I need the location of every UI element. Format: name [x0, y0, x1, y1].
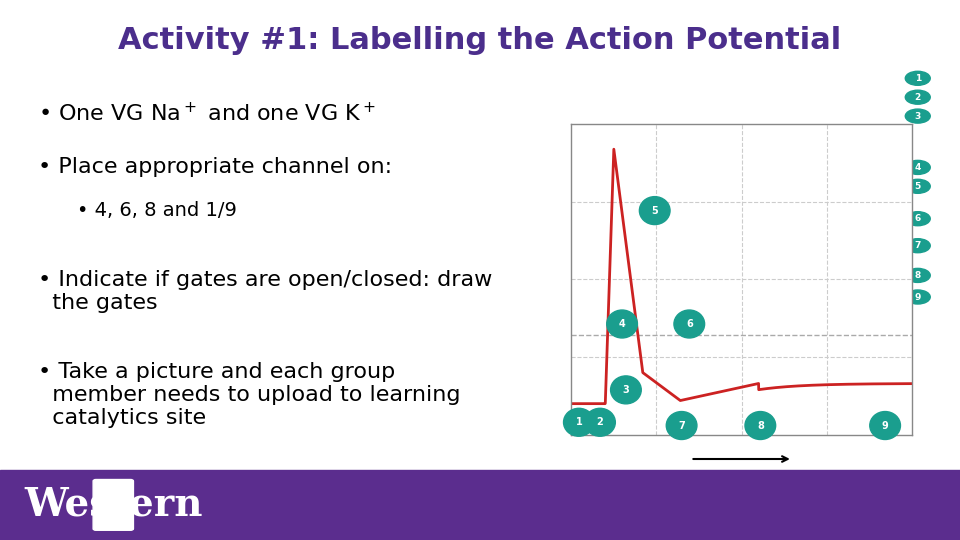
Circle shape	[674, 310, 705, 338]
Text: Activity #1: Labelling the Action Potential: Activity #1: Labelling the Action Potent…	[118, 26, 842, 55]
Text: 6: 6	[685, 319, 693, 329]
Text: 7: 7	[678, 421, 685, 430]
Circle shape	[905, 160, 930, 174]
Text: 1: 1	[575, 417, 583, 427]
Text: • Take a picture and each group
  member needs to upload to learning
  catalytic: • Take a picture and each group member n…	[38, 362, 461, 428]
Text: 5: 5	[915, 182, 921, 191]
Circle shape	[905, 239, 930, 253]
Text: Western: Western	[24, 486, 203, 524]
Text: 8: 8	[915, 271, 921, 280]
Text: • Indicate if gates are open/closed: draw
  the gates: • Indicate if gates are open/closed: dra…	[38, 270, 492, 313]
Circle shape	[745, 411, 776, 440]
Text: 2: 2	[596, 417, 604, 427]
Text: 2: 2	[915, 93, 921, 102]
Circle shape	[905, 179, 930, 193]
Text: 3: 3	[622, 385, 630, 395]
Circle shape	[905, 268, 930, 282]
Text: • One VG Na$^+$ and one VG K$^+$: • One VG Na$^+$ and one VG K$^+$	[38, 102, 376, 125]
Text: 9: 9	[881, 421, 889, 430]
Circle shape	[639, 197, 670, 225]
Text: 7: 7	[915, 241, 921, 250]
Circle shape	[611, 376, 641, 404]
Circle shape	[905, 212, 930, 226]
Circle shape	[607, 310, 637, 338]
Circle shape	[905, 90, 930, 104]
Circle shape	[585, 408, 615, 436]
Circle shape	[905, 109, 930, 123]
Circle shape	[905, 71, 930, 85]
Text: • Place appropriate channel on:: • Place appropriate channel on:	[38, 157, 393, 178]
Text: 3: 3	[915, 112, 921, 120]
Text: 4: 4	[915, 163, 921, 172]
Text: 5: 5	[651, 206, 659, 215]
Text: 4: 4	[618, 319, 626, 329]
FancyBboxPatch shape	[93, 480, 133, 530]
Text: 1: 1	[915, 74, 921, 83]
Circle shape	[666, 411, 697, 440]
Bar	[0, 470, 960, 540]
Text: • 4, 6, 8 and 1/9: • 4, 6, 8 and 1/9	[77, 201, 237, 220]
Text: 6: 6	[915, 214, 921, 223]
Circle shape	[564, 408, 594, 436]
Text: 8: 8	[756, 421, 764, 430]
Circle shape	[905, 290, 930, 304]
Text: 9: 9	[915, 293, 921, 301]
Circle shape	[870, 411, 900, 440]
